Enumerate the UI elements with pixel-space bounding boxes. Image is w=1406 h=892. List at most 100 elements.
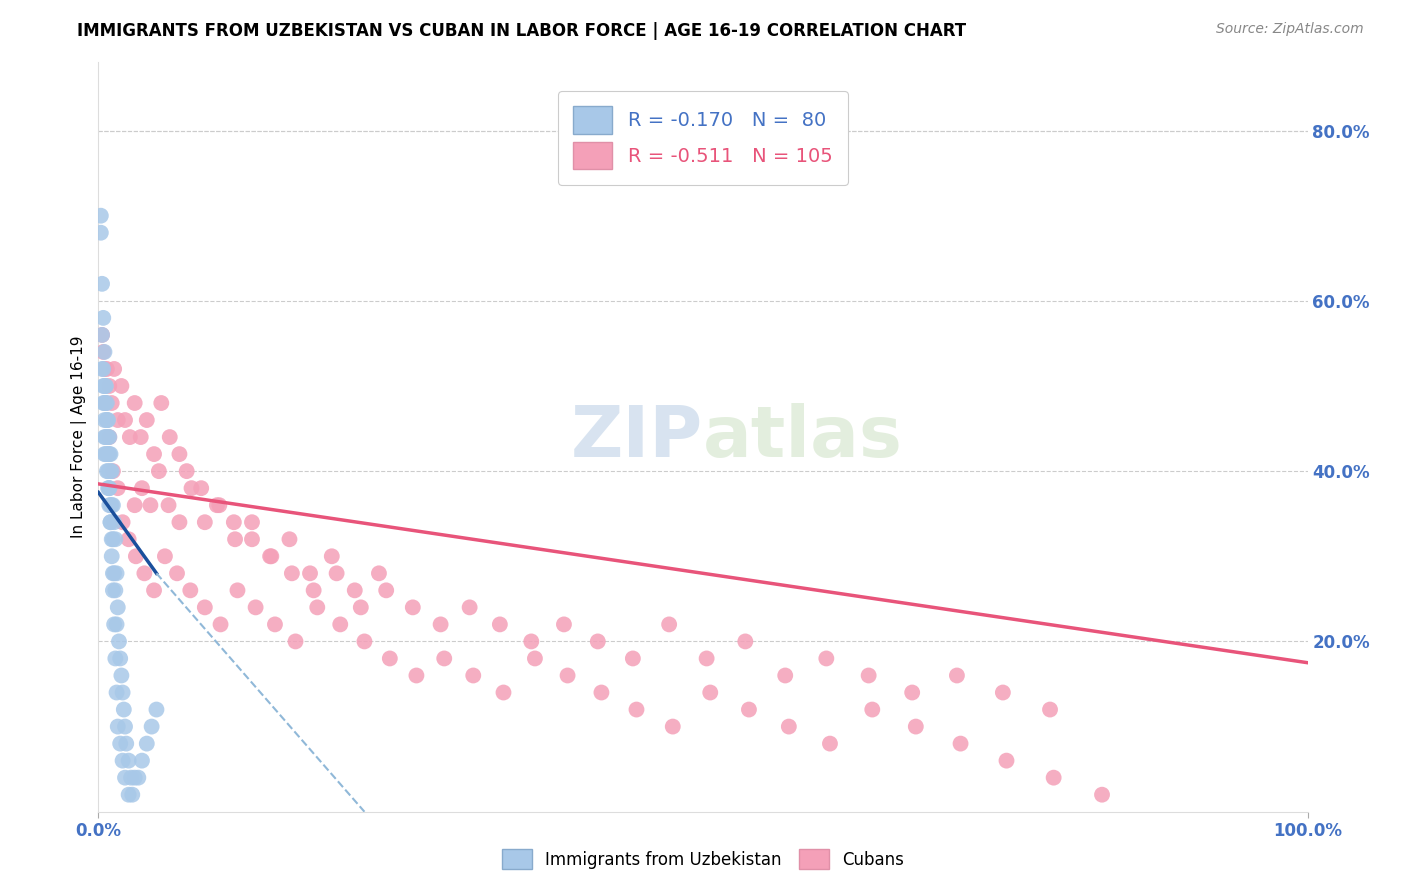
Point xyxy=(107,481,129,495)
Point xyxy=(159,430,181,444)
Point xyxy=(818,737,841,751)
Point xyxy=(591,685,613,699)
Y-axis label: In Labor Force | Age 16-19: In Labor Force | Age 16-19 xyxy=(72,335,87,539)
Point xyxy=(98,481,121,495)
Point xyxy=(103,515,125,529)
Point xyxy=(169,515,191,529)
Point xyxy=(107,600,129,615)
Point xyxy=(991,685,1014,699)
Point xyxy=(94,430,117,444)
Point xyxy=(150,396,173,410)
Point xyxy=(157,498,180,512)
Point xyxy=(98,447,121,461)
Point xyxy=(104,533,127,547)
Point xyxy=(108,651,131,665)
Point xyxy=(91,396,114,410)
Point xyxy=(135,737,157,751)
Point xyxy=(100,464,122,478)
Text: IMMIGRANTS FROM UZBEKISTAN VS CUBAN IN LABOR FORCE | AGE 16-19 CORRELATION CHART: IMMIGRANTS FROM UZBEKISTAN VS CUBAN IN L… xyxy=(77,22,966,40)
Point xyxy=(661,720,683,734)
Point xyxy=(93,379,115,393)
Point xyxy=(96,430,118,444)
Point xyxy=(91,327,114,342)
Point xyxy=(1039,702,1062,716)
Point xyxy=(245,600,267,615)
Point xyxy=(114,771,136,785)
Point xyxy=(302,583,325,598)
Point xyxy=(105,617,128,632)
Point xyxy=(98,498,121,512)
Point xyxy=(93,345,115,359)
Point xyxy=(166,566,188,581)
Point xyxy=(734,634,756,648)
Point xyxy=(353,634,375,648)
Point xyxy=(125,549,148,564)
Point xyxy=(901,685,924,699)
Point xyxy=(429,617,451,632)
Point xyxy=(194,515,217,529)
Point xyxy=(114,413,136,427)
Text: atlas: atlas xyxy=(703,402,903,472)
Point xyxy=(94,379,117,393)
Point xyxy=(621,651,644,665)
Point xyxy=(94,396,117,410)
Text: ZIP: ZIP xyxy=(571,402,703,472)
Point xyxy=(815,651,838,665)
Point xyxy=(121,788,143,802)
Point xyxy=(96,464,118,478)
Point xyxy=(139,498,162,512)
Point xyxy=(115,737,138,751)
Point xyxy=(107,413,129,427)
Point xyxy=(100,549,122,564)
Point xyxy=(329,617,352,632)
Point xyxy=(222,515,245,529)
Point xyxy=(97,430,120,444)
Point xyxy=(108,737,131,751)
Point xyxy=(946,668,969,682)
Point xyxy=(93,430,115,444)
Point xyxy=(98,379,121,393)
Point xyxy=(699,685,721,699)
Point xyxy=(91,327,114,342)
Point xyxy=(190,481,212,495)
Point xyxy=(110,379,132,393)
Point xyxy=(104,651,127,665)
Point xyxy=(778,720,800,734)
Point xyxy=(118,788,141,802)
Point xyxy=(134,566,156,581)
Point xyxy=(100,396,122,410)
Point xyxy=(98,430,121,444)
Point xyxy=(307,600,329,615)
Point xyxy=(153,549,176,564)
Point xyxy=(240,533,263,547)
Point xyxy=(135,413,157,427)
Point xyxy=(205,498,228,512)
Point xyxy=(492,685,515,699)
Point xyxy=(94,379,117,393)
Point xyxy=(194,600,217,615)
Point xyxy=(96,413,118,427)
Point xyxy=(100,498,122,512)
Point xyxy=(1091,788,1114,802)
Point xyxy=(96,413,118,427)
Point xyxy=(949,737,972,751)
Point xyxy=(100,515,122,529)
Point xyxy=(98,430,121,444)
Point xyxy=(463,668,485,682)
Point xyxy=(259,549,281,564)
Point xyxy=(98,481,121,495)
Point xyxy=(105,566,128,581)
Point xyxy=(278,533,301,547)
Point xyxy=(208,498,231,512)
Point xyxy=(264,617,287,632)
Point xyxy=(260,549,283,564)
Point xyxy=(97,464,120,478)
Legend: R = -0.170   N =  80, R = -0.511   N = 105: R = -0.170 N = 80, R = -0.511 N = 105 xyxy=(558,91,848,185)
Point xyxy=(93,413,115,427)
Point xyxy=(124,498,146,512)
Point xyxy=(94,447,117,461)
Point xyxy=(107,720,129,734)
Point xyxy=(118,430,141,444)
Point xyxy=(118,754,141,768)
Point xyxy=(103,362,125,376)
